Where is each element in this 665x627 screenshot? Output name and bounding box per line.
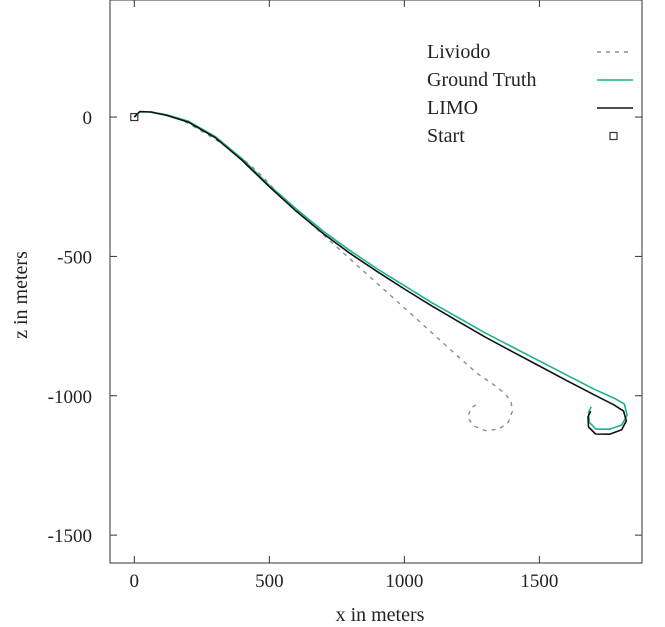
legend-label: LIMO bbox=[427, 97, 478, 119]
x-tick-label: 1000 bbox=[385, 571, 423, 592]
legend-label: Liviodo bbox=[427, 41, 490, 63]
series-line-limo bbox=[133, 110, 628, 435]
legend-swatch-start bbox=[609, 131, 618, 141]
x-tick-label: 1500 bbox=[520, 571, 558, 592]
y-tick-label: -1000 bbox=[48, 387, 92, 408]
legend: Liviodo Ground Truth LIMO Start bbox=[427, 41, 633, 147]
y-axis-label: z in meters bbox=[10, 251, 32, 339]
x-tick-label: 0 bbox=[130, 571, 140, 592]
x-axis-label: x in meters bbox=[336, 604, 425, 626]
legend-label: Start bbox=[427, 125, 465, 147]
series-line-liviodo bbox=[133, 110, 514, 432]
y-tick-label: -1500 bbox=[48, 526, 92, 547]
x-tick-label: 500 bbox=[255, 571, 284, 592]
axis-ticks: 0 500 1000 1500 0 -500 -1000 -1500 bbox=[48, 0, 642, 592]
plot-frame bbox=[109, 0, 643, 564]
series-group bbox=[130, 110, 628, 435]
y-tick-label: 0 bbox=[83, 108, 93, 129]
legend-label: Ground Truth bbox=[427, 69, 536, 91]
series-line-ground-truth bbox=[133, 111, 628, 430]
y-tick-label: -500 bbox=[57, 247, 92, 268]
start-marker bbox=[130, 112, 139, 122]
